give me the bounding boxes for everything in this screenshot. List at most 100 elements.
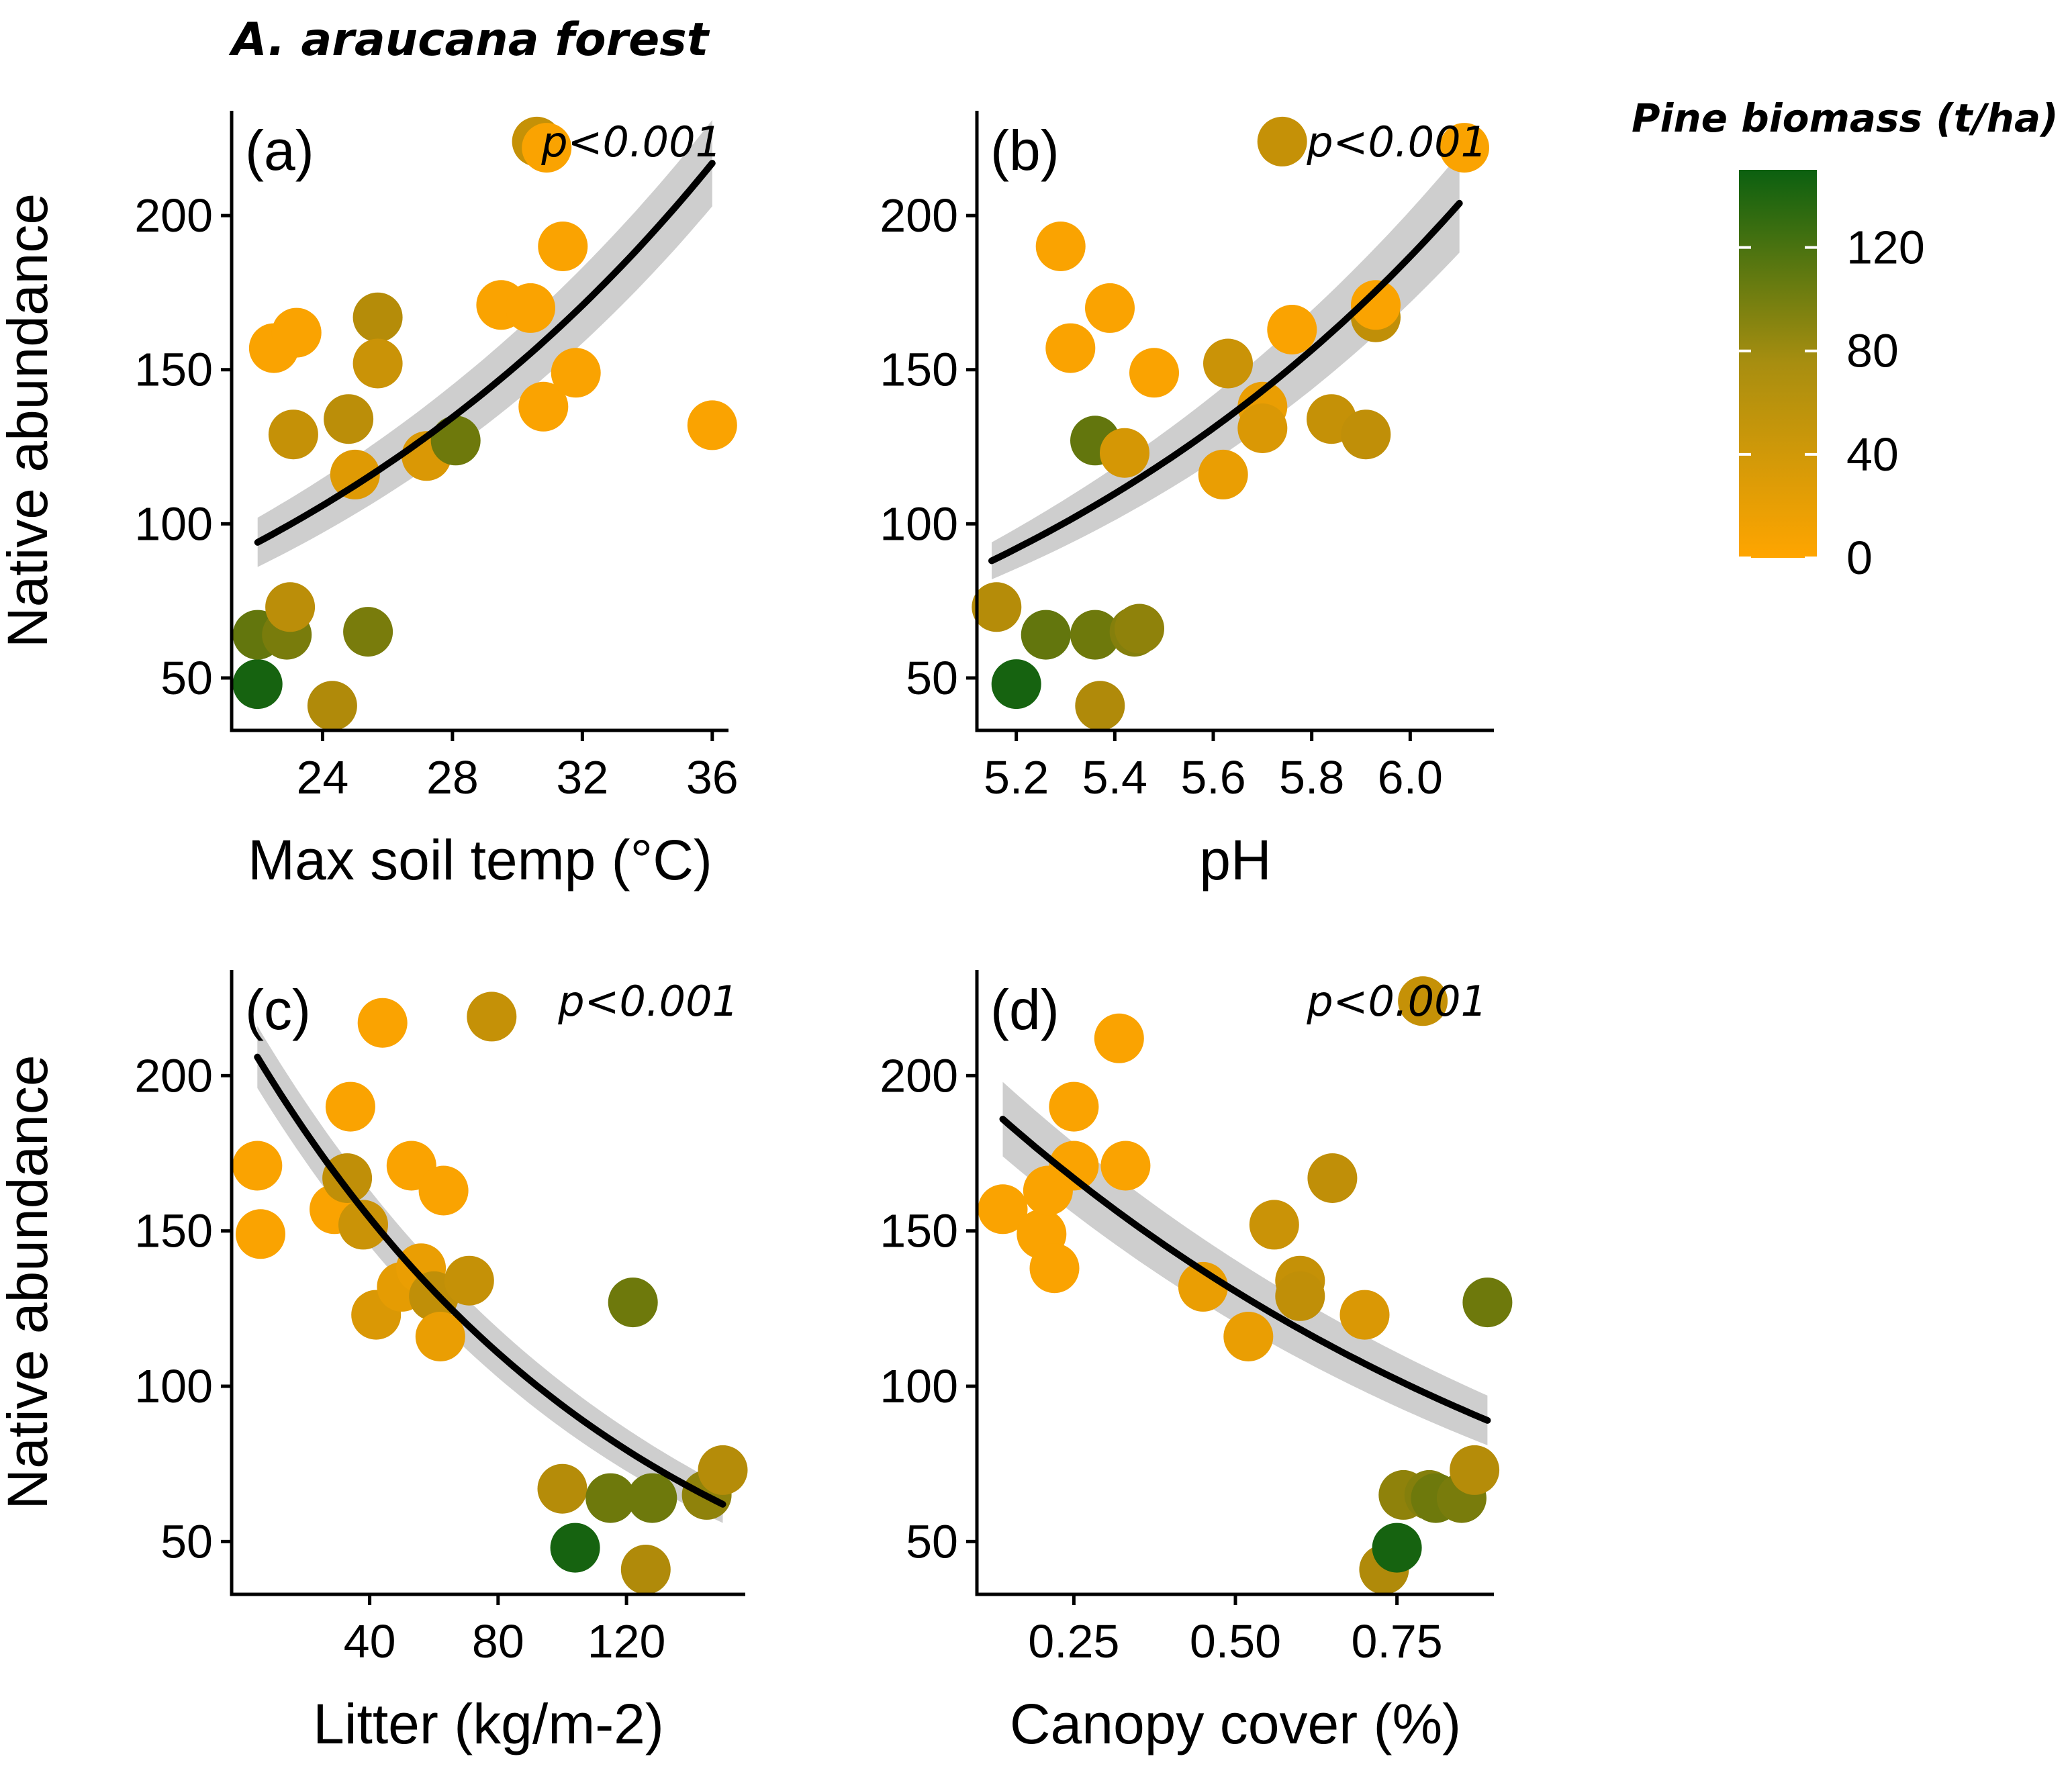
p-value-label: p<0.001 <box>557 977 739 1026</box>
y-tick-label: 200 <box>134 1049 213 1102</box>
panel-label: (d) <box>990 978 1059 1041</box>
panel-label: (c) <box>245 978 311 1041</box>
data-point <box>1085 283 1135 333</box>
data-point <box>538 222 588 271</box>
y-tick-label: 200 <box>880 1049 958 1102</box>
data-point <box>1307 1153 1358 1203</box>
x-tick-label: 0.75 <box>1352 1615 1443 1668</box>
data-point <box>322 1153 373 1203</box>
fitted-curve <box>999 1116 1491 1424</box>
data-point <box>324 394 374 444</box>
x-axis-title: pH <box>1199 828 1271 891</box>
data-point <box>265 582 316 632</box>
legend-ticks: 0 40 80 120 <box>1739 222 1925 584</box>
data-point <box>415 1312 465 1361</box>
data-point <box>1341 409 1391 460</box>
data-point <box>418 1165 469 1216</box>
data-point <box>1115 604 1164 654</box>
data-point <box>352 292 403 342</box>
data-point <box>991 659 1041 710</box>
y-tick-label: 50 <box>906 652 958 704</box>
data-point <box>232 1141 283 1191</box>
y-tick-label: 150 <box>880 1205 958 1257</box>
data-point <box>1203 338 1253 389</box>
confidence-band <box>992 154 1460 580</box>
data-point <box>1450 1445 1500 1495</box>
panel-label: (a) <box>245 119 314 182</box>
data-point <box>343 607 393 657</box>
panel-b: 50 100 150 200 5.2 5.4 5.6 5.8 6.0 pH (b) p<0.001 <box>880 111 1494 891</box>
data-point <box>325 1081 375 1132</box>
panel-a: 50 100 150 200 24 28 32 36 Max soil temp (°C) Nat… <box>0 111 739 891</box>
data-point <box>608 1277 658 1328</box>
data-point <box>550 1523 600 1573</box>
data-point <box>1049 1081 1099 1132</box>
fitted-curve <box>988 199 1463 565</box>
data-point <box>1100 1141 1151 1191</box>
data-point <box>1129 348 1179 398</box>
data-point <box>1049 1141 1099 1191</box>
confidence-band <box>257 119 712 567</box>
data-point <box>271 307 322 358</box>
y-tick-label: 150 <box>880 344 958 396</box>
x-tick-label: 28 <box>426 751 479 804</box>
data-point <box>1398 976 1448 1026</box>
y-tick-label: 150 <box>134 1205 213 1257</box>
y-tick-label: 100 <box>880 1360 958 1412</box>
panel-label: (b) <box>990 119 1059 182</box>
data-point <box>1267 305 1317 354</box>
x-tick-label: 5.2 <box>984 751 1049 804</box>
data-point <box>1075 681 1125 731</box>
y-tick-label: 100 <box>880 497 958 550</box>
color-legend: Pine biomass (t/ha) 0 40 80 120 <box>1632 95 2059 584</box>
y-tick-label: 150 <box>134 344 213 396</box>
x-tick-label: 40 <box>344 1615 396 1668</box>
fitted-curve <box>254 1053 726 1508</box>
x-tick-label: 120 <box>587 1615 666 1668</box>
legend-tick-label: 40 <box>1846 428 1899 481</box>
x-axis-title: Canopy cover (%) <box>1010 1692 1461 1755</box>
x-tick-label: 5.8 <box>1279 751 1344 804</box>
data-point <box>268 409 318 460</box>
data-point <box>972 582 1022 632</box>
y-tick-label: 100 <box>134 497 213 550</box>
data-point <box>1237 403 1288 453</box>
data-point <box>551 348 601 398</box>
panel-d: 50 100 150 200 0.25 0.50 0.75 Canopy cover (%) (… <box>880 970 1513 1755</box>
data-point <box>1029 1243 1080 1294</box>
data-point <box>236 1209 285 1259</box>
data-point <box>1100 428 1149 478</box>
data-point <box>467 992 517 1042</box>
data-point <box>1094 1013 1144 1063</box>
x-tick-label: 5.4 <box>1082 751 1147 804</box>
data-point <box>232 659 283 710</box>
p-value-label: p<0.001 <box>1306 117 1487 166</box>
data-point <box>537 1463 587 1514</box>
data-point <box>1223 1312 1274 1361</box>
legend-title: Pine biomass (t/ha) <box>1632 95 2059 141</box>
data-point <box>978 1184 1028 1235</box>
data-point <box>1249 1200 1299 1250</box>
data-point <box>522 123 572 173</box>
x-tick-label: 0.50 <box>1190 1615 1281 1668</box>
figure-title: A. araucana forest <box>228 13 710 66</box>
data-point <box>1462 1277 1513 1328</box>
x-tick-label: 32 <box>556 751 608 804</box>
y-tick-label: 100 <box>134 1360 213 1412</box>
y-tick-label: 50 <box>160 1515 213 1567</box>
legend-tick-label: 120 <box>1846 222 1925 274</box>
data-point <box>1339 1290 1390 1340</box>
legend-colorbar <box>1739 170 1817 558</box>
data-point <box>687 400 737 450</box>
confidence-band <box>257 1026 723 1523</box>
data-point <box>338 1200 388 1250</box>
data-point <box>1021 610 1071 660</box>
data-point <box>1045 323 1096 373</box>
data-point <box>330 449 380 499</box>
data-point <box>444 1255 494 1306</box>
y-axis-title: Native abundance <box>0 1055 59 1509</box>
x-tick-label: 80 <box>472 1615 524 1668</box>
data-point <box>506 283 555 333</box>
y-tick-label: 200 <box>880 189 958 242</box>
